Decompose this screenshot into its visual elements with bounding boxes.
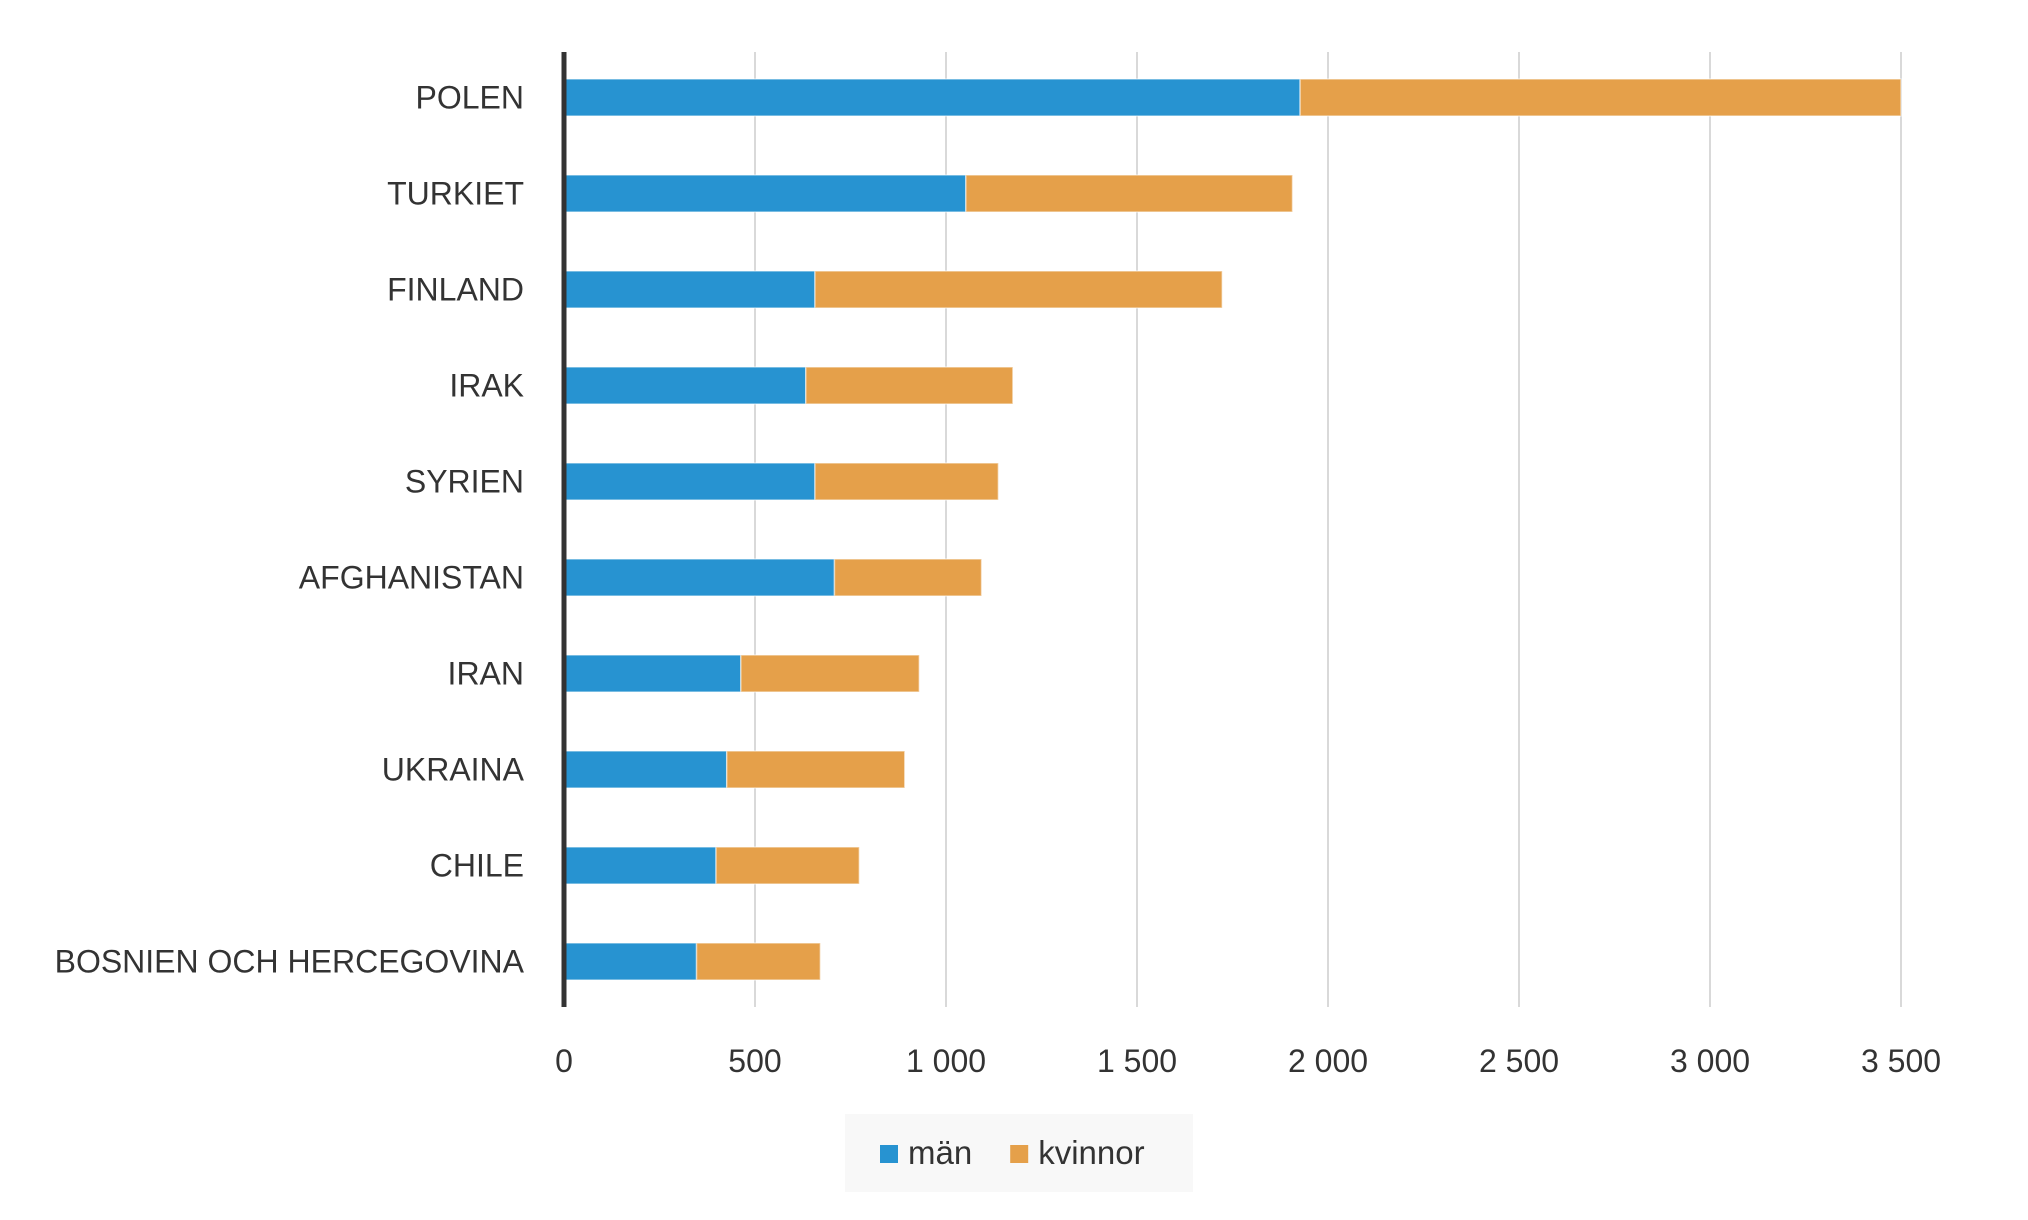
bar-segment-kvinnor	[833, 558, 983, 597]
legend-label: män	[908, 1134, 972, 1171]
x-tick-label: 1 000	[906, 1043, 986, 1079]
y-category-label: UKRAINA	[382, 752, 525, 788]
bar-segment-män	[563, 942, 698, 981]
x-tick-label: 500	[728, 1043, 781, 1079]
legend-swatch	[1010, 1145, 1029, 1163]
bar-segment-män	[563, 366, 807, 405]
y-category-label: IRAN	[448, 656, 524, 692]
y-category-label: SYRIEN	[405, 464, 524, 500]
x-tick-label: 3 500	[1861, 1043, 1941, 1079]
bar-segment-män	[563, 270, 816, 309]
bar-segment-män	[563, 462, 816, 501]
legend-label: kvinnor	[1038, 1134, 1144, 1171]
y-category-label: IRAK	[449, 368, 524, 404]
bar-segment-män	[563, 174, 967, 213]
legend: män kvinnor	[845, 1114, 1193, 1192]
bar-segment-kvinnor	[805, 366, 1014, 405]
bar-segment-kvinnor	[1299, 78, 1902, 117]
y-category-label: POLEN	[416, 80, 524, 116]
bar-segment-kvinnor	[814, 462, 1000, 501]
x-tick-label: 2 500	[1479, 1043, 1559, 1079]
bar-segment-kvinnor	[725, 750, 906, 789]
legend-swatch	[880, 1145, 898, 1163]
y-category-label: BOSNIEN OCH HERCEGOVINA	[55, 944, 525, 980]
bar-segment-kvinnor	[740, 654, 921, 693]
y-category-label: AFGHANISTAN	[299, 560, 524, 596]
bar-segment-kvinnor	[965, 174, 1294, 213]
y-category-label: CHILE	[430, 848, 524, 884]
y-category-label: FINLAND	[387, 272, 524, 308]
x-tick-label: 0	[555, 1043, 573, 1079]
x-tick-label: 2 000	[1288, 1043, 1368, 1079]
bar-segment-män	[563, 750, 728, 789]
x-tick-label: 3 000	[1670, 1043, 1750, 1079]
bar-segment-kvinnor	[695, 942, 822, 981]
x-tick-label: 1 500	[1097, 1043, 1177, 1079]
y-category-label: TURKIET	[387, 176, 524, 212]
bar-segment-män	[563, 654, 742, 693]
bar-segment-kvinnor	[814, 270, 1223, 309]
bar-segment-män	[563, 78, 1301, 117]
bar-segment-män	[563, 558, 836, 597]
bar-segment-män	[563, 846, 717, 885]
bar-segment-kvinnor	[715, 846, 861, 885]
